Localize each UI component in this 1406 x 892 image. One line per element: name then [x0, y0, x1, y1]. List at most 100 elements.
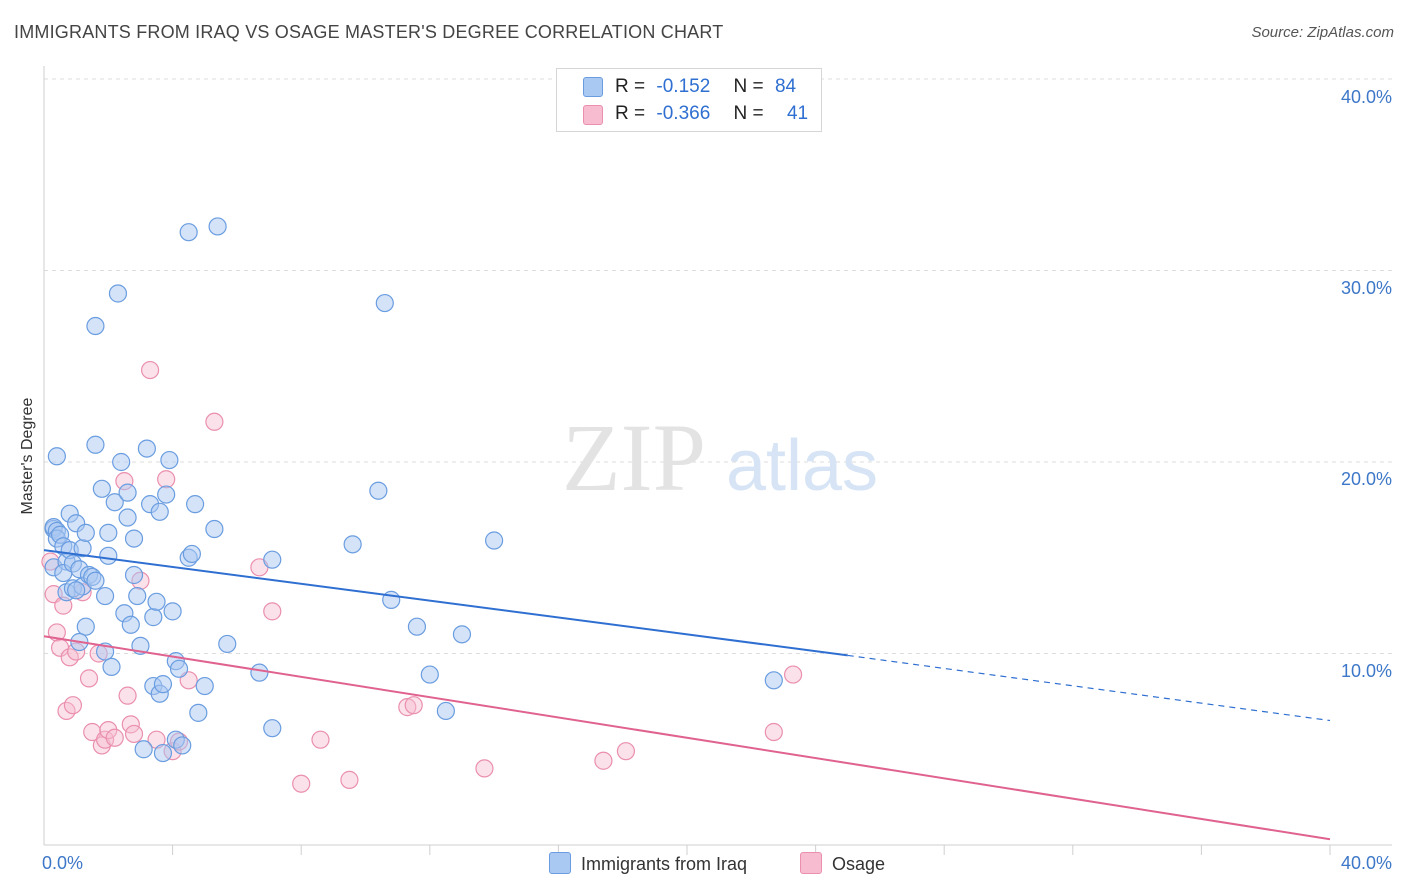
iraq-point: [407, 617, 427, 636]
iraq-point: [150, 502, 169, 521]
legend-row-osage: R = -0.366 N = 41: [615, 103, 808, 125]
osage-point: [63, 696, 83, 715]
iraq-point: [163, 602, 182, 621]
osage-point: [594, 751, 613, 770]
legend-r-label: R =: [615, 103, 646, 124]
osage-point: [140, 360, 160, 380]
watermark-atlas: atlas: [726, 426, 878, 506]
iraq-point: [95, 586, 115, 606]
iraq-point: [147, 592, 166, 611]
iraq-point: [436, 701, 455, 721]
trend-lines: [43, 549, 1331, 841]
osage-point: [205, 412, 224, 431]
iraq-point: [128, 586, 147, 606]
legend-n-value: 84: [774, 76, 797, 97]
iraq-point: [124, 565, 144, 585]
iraq-point: [112, 452, 131, 472]
iraq-point: [76, 617, 95, 636]
iraq-point: [118, 483, 137, 502]
iraq-point: [86, 435, 105, 454]
bottom-legend-osage: Osage: [800, 852, 885, 875]
iraq-point: [86, 316, 105, 336]
iraq-series: [44, 217, 783, 763]
osage-trend-line: [43, 635, 1331, 841]
iraq-point: [99, 523, 118, 542]
osage-point: [121, 715, 140, 734]
iraq-point: [137, 439, 156, 458]
watermark-zip: ZIP: [562, 404, 706, 511]
osage-point: [157, 470, 176, 489]
y-tick-label-20: 20.0%: [1341, 469, 1392, 489]
iraq-point: [179, 223, 198, 242]
iraq-point: [195, 676, 214, 696]
iraq-point: [121, 615, 140, 634]
iraq-point: [189, 703, 208, 722]
legend-r-label: R =: [615, 76, 646, 97]
axes: [43, 66, 1392, 855]
iraq-point: [218, 634, 237, 654]
source-label: Source: ZipAtlas.com: [1251, 24, 1394, 41]
iraq-point: [263, 719, 282, 738]
iraq-point: [144, 608, 163, 627]
watermark: ZIP atlas: [562, 404, 878, 511]
iraq-point: [105, 493, 124, 512]
iraq-point: [92, 479, 111, 498]
iraq-point: [208, 217, 227, 236]
iraq-point: [67, 581, 86, 600]
correlation-legend: R = -0.152 N = 84 R = -0.366 N = 41: [556, 68, 822, 132]
osage-point: [398, 698, 417, 717]
iraq-point: [157, 485, 176, 504]
iraq-point: [369, 481, 388, 500]
bottom-legend-label-osage: Osage: [832, 854, 886, 874]
iraq-point: [134, 740, 153, 759]
iraq-point: [375, 293, 394, 313]
osage-point: [404, 696, 423, 715]
iraq-point: [153, 743, 173, 763]
iraq-point: [452, 625, 472, 644]
bottom-legend-swatch-osage: [800, 852, 822, 874]
iraq-point: [186, 495, 205, 514]
iraq-point: [153, 675, 173, 694]
iraq-point: [263, 550, 282, 569]
osage-point: [124, 724, 144, 744]
iraq-point: [108, 284, 128, 303]
legend-r-value: -0.366: [656, 103, 711, 124]
iraq-point: [47, 447, 66, 466]
bottom-legend-swatch-iraq: [549, 852, 571, 874]
osage-point: [783, 665, 803, 684]
iraq-point: [420, 665, 439, 684]
osage-point: [292, 774, 311, 793]
osage-point: [764, 722, 783, 742]
iraq-point: [76, 523, 95, 542]
iraq-trend-line: [43, 549, 848, 657]
tick-labels: 10.0% 20.0% 30.0% 40.0% 0.0% 40.0%: [42, 87, 1392, 873]
iraq-point: [124, 529, 144, 548]
legend-swatch-iraq: [583, 77, 603, 97]
bottom-legend-label-iraq: Immigrants from Iraq: [581, 854, 748, 874]
y-tick-label-10: 10.0%: [1341, 661, 1392, 681]
iraq-point: [343, 535, 362, 554]
iraq-point: [169, 659, 189, 678]
legend-n-value: 41: [786, 103, 809, 124]
iraq-point: [160, 450, 179, 470]
chart-title: IMMIGRANTS FROM IRAQ VS OSAGE MASTER'S D…: [14, 22, 724, 42]
legend-r-value: -0.152: [656, 76, 711, 97]
iraq-point: [86, 571, 105, 590]
osage-point: [616, 742, 636, 761]
iraq-point: [485, 531, 504, 550]
grid-lines: [44, 78, 1392, 654]
iraq-point: [250, 663, 269, 682]
legend-n-label: N =: [733, 103, 764, 124]
osage-point: [118, 686, 137, 705]
legend-n-label: N =: [733, 76, 764, 97]
iraq-point: [99, 546, 118, 565]
osage-point: [79, 669, 99, 688]
iraq-point: [102, 657, 121, 677]
iraq-point: [118, 508, 137, 527]
legend-swatch-osage: [583, 105, 603, 125]
legend-row-iraq: R = -0.152 N = 84: [615, 76, 796, 98]
iraq-point: [764, 671, 783, 690]
iraq-point: [205, 519, 224, 539]
osage-point: [105, 728, 124, 747]
